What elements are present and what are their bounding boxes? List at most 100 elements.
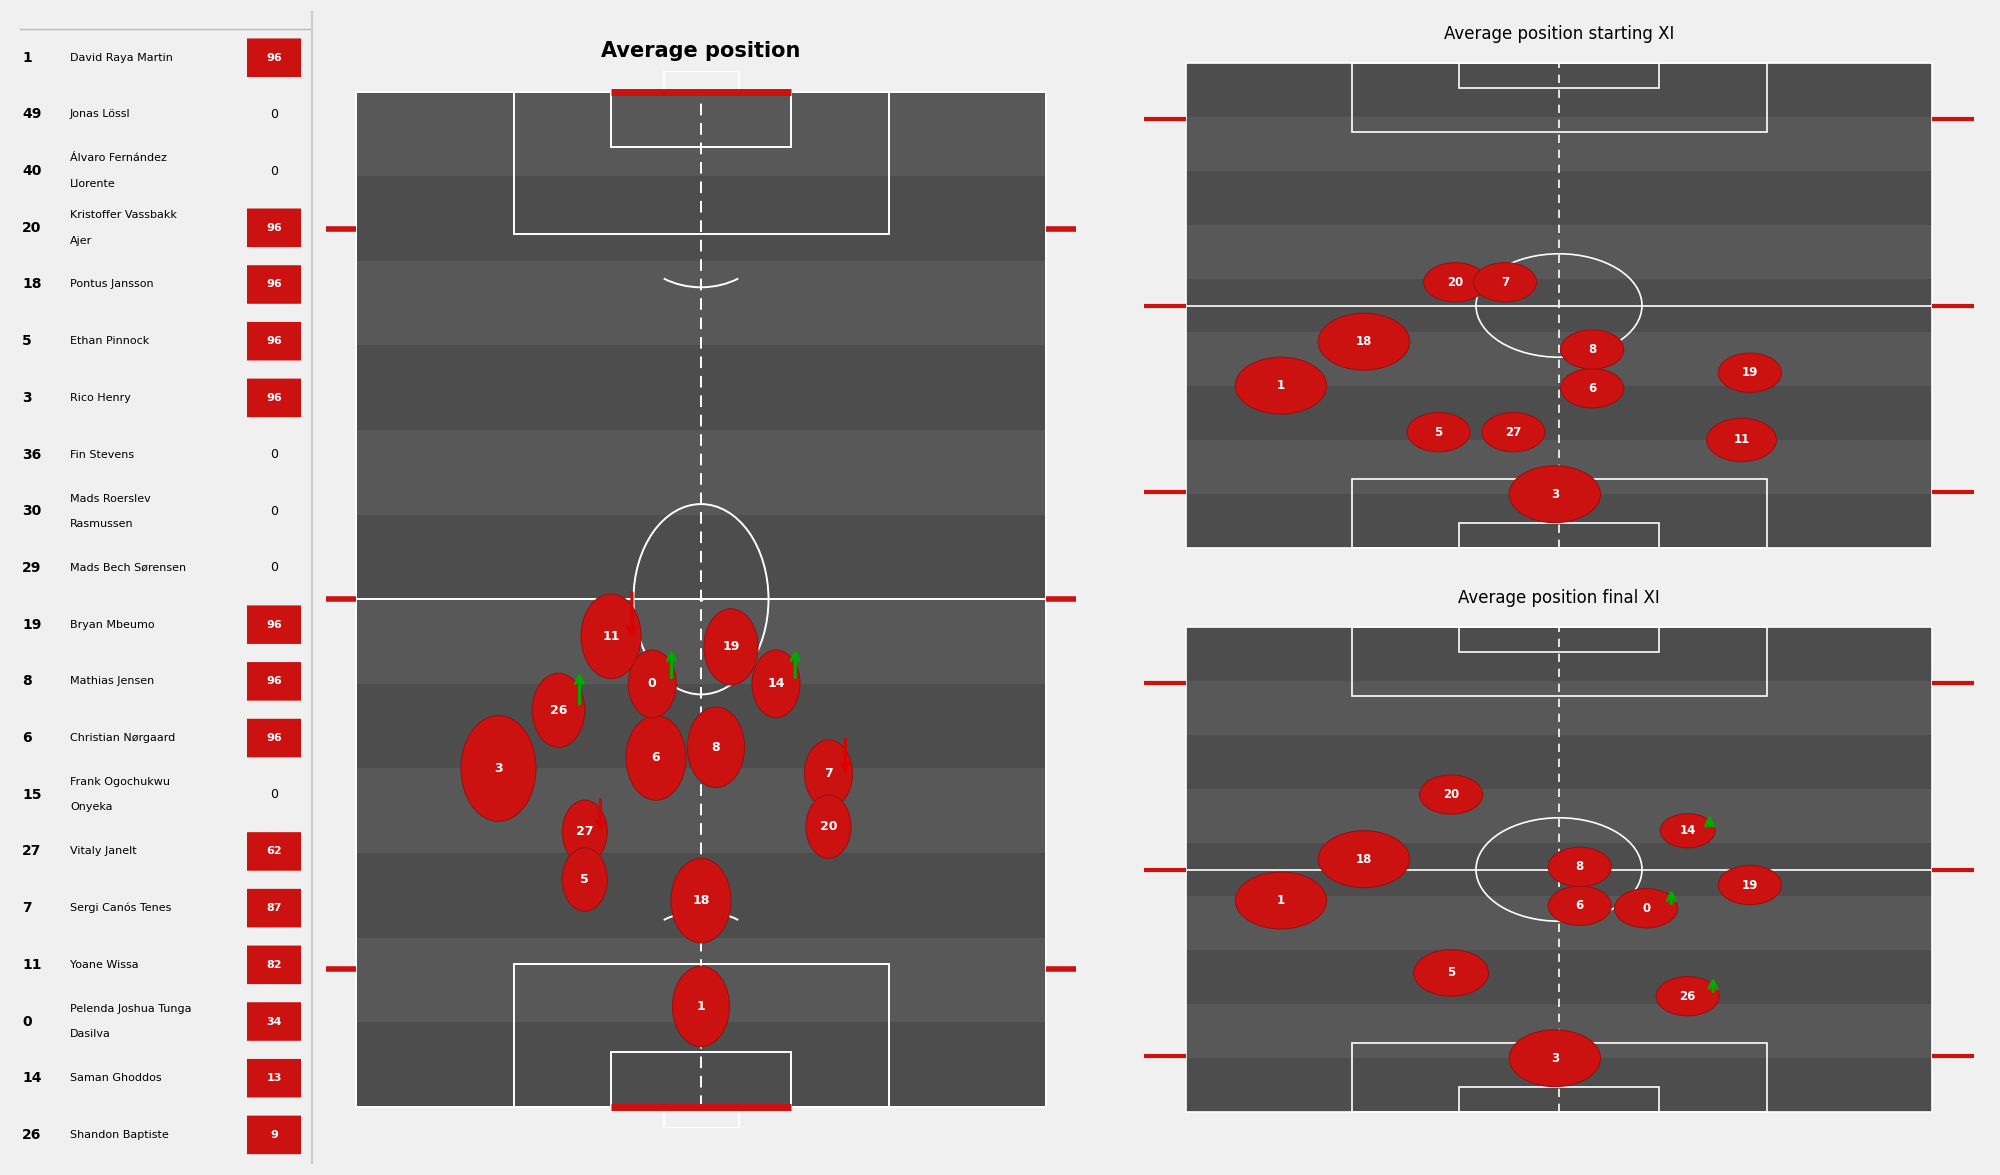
Bar xyxy=(514,92,888,235)
Bar xyxy=(1186,62,1932,549)
Text: 6: 6 xyxy=(1576,899,1584,912)
Text: 30: 30 xyxy=(22,504,42,518)
Circle shape xyxy=(580,595,640,679)
Text: Álvaro Fernández: Álvaro Fernández xyxy=(70,154,166,163)
Text: 1: 1 xyxy=(696,1000,706,1013)
Text: 87: 87 xyxy=(266,904,282,913)
Title: Average position: Average position xyxy=(602,41,800,61)
Bar xyxy=(1186,278,1932,333)
Bar xyxy=(356,430,1046,515)
Text: 5: 5 xyxy=(1434,425,1442,438)
Circle shape xyxy=(1510,1029,1600,1087)
Text: 8: 8 xyxy=(22,674,32,689)
Bar xyxy=(356,853,1046,938)
Text: 19: 19 xyxy=(1742,879,1758,892)
Bar xyxy=(1186,1005,1932,1059)
Text: 0: 0 xyxy=(22,1014,32,1028)
Bar xyxy=(1186,333,1932,387)
Text: Ethan Pinnock: Ethan Pinnock xyxy=(70,336,150,347)
Text: 36: 36 xyxy=(22,448,42,462)
Text: 0: 0 xyxy=(648,677,656,691)
FancyBboxPatch shape xyxy=(246,605,302,644)
Text: 7: 7 xyxy=(22,901,32,915)
Circle shape xyxy=(672,966,730,1047)
FancyBboxPatch shape xyxy=(246,719,302,758)
Text: Fin Stevens: Fin Stevens xyxy=(70,450,134,459)
Text: 0: 0 xyxy=(270,562,278,575)
Title: Average position final XI: Average position final XI xyxy=(1458,589,1660,606)
Circle shape xyxy=(704,609,758,685)
Bar xyxy=(1186,951,1932,1005)
Text: 15: 15 xyxy=(22,787,42,801)
Circle shape xyxy=(562,848,608,912)
Text: 27: 27 xyxy=(22,845,42,859)
Bar xyxy=(1460,1087,1658,1113)
FancyBboxPatch shape xyxy=(246,1002,302,1041)
Text: 14: 14 xyxy=(768,677,784,691)
Text: 27: 27 xyxy=(1506,425,1522,438)
FancyBboxPatch shape xyxy=(246,662,302,700)
Text: 5: 5 xyxy=(22,334,32,348)
Circle shape xyxy=(1548,847,1612,887)
Text: 96: 96 xyxy=(266,280,282,289)
Text: Mads Roerslev: Mads Roerslev xyxy=(70,494,150,504)
Bar xyxy=(1186,1059,1932,1113)
Text: 11: 11 xyxy=(22,958,42,972)
Text: 20: 20 xyxy=(1442,788,1460,801)
Text: Pelenda Joshua Tunga: Pelenda Joshua Tunga xyxy=(70,1003,192,1014)
Bar xyxy=(356,599,1046,684)
Text: 96: 96 xyxy=(266,223,282,233)
Text: 96: 96 xyxy=(266,677,282,686)
Bar xyxy=(612,92,792,147)
Text: Mathias Jensen: Mathias Jensen xyxy=(70,677,154,686)
Text: Rico Henry: Rico Henry xyxy=(70,392,130,403)
Bar xyxy=(1186,897,1932,951)
FancyBboxPatch shape xyxy=(246,1115,302,1154)
Circle shape xyxy=(1474,262,1536,302)
Circle shape xyxy=(672,858,732,942)
Text: Llorente: Llorente xyxy=(70,179,116,189)
Circle shape xyxy=(1482,412,1544,452)
Text: 5: 5 xyxy=(1446,966,1456,980)
Bar xyxy=(356,261,1046,345)
Text: David Raya Martin: David Raya Martin xyxy=(70,53,172,62)
Text: 3: 3 xyxy=(1550,1052,1558,1065)
Text: 27: 27 xyxy=(576,825,594,839)
Text: 8: 8 xyxy=(1588,343,1596,356)
Bar xyxy=(356,938,1046,1022)
Circle shape xyxy=(1560,369,1624,408)
Text: Rasmussen: Rasmussen xyxy=(70,519,134,529)
Circle shape xyxy=(1318,831,1410,887)
Text: Jonas Lössl: Jonas Lössl xyxy=(70,109,130,120)
Circle shape xyxy=(1236,872,1326,929)
Text: Mads Bech Sørensen: Mads Bech Sørensen xyxy=(70,563,186,573)
Bar xyxy=(1352,478,1766,549)
Text: 0: 0 xyxy=(270,448,278,461)
Text: Shandon Baptiste: Shandon Baptiste xyxy=(70,1130,168,1140)
Bar xyxy=(1186,788,1932,842)
Circle shape xyxy=(1408,412,1470,452)
Bar xyxy=(612,1052,792,1107)
Text: Bryan Mbeumo: Bryan Mbeumo xyxy=(70,619,154,630)
Text: 11: 11 xyxy=(602,630,620,643)
Circle shape xyxy=(1614,888,1678,928)
Text: 96: 96 xyxy=(266,336,282,347)
Bar xyxy=(1186,626,1932,1113)
Bar xyxy=(1352,62,1766,133)
Circle shape xyxy=(626,716,686,800)
FancyBboxPatch shape xyxy=(246,832,302,871)
Text: 7: 7 xyxy=(1500,276,1510,289)
Text: 96: 96 xyxy=(266,53,282,62)
Text: 34: 34 xyxy=(266,1016,282,1027)
Circle shape xyxy=(562,800,608,864)
Text: 11: 11 xyxy=(1734,434,1750,446)
Circle shape xyxy=(1706,418,1776,462)
Circle shape xyxy=(1548,886,1612,926)
Text: 19: 19 xyxy=(22,618,42,632)
Text: 1: 1 xyxy=(1276,380,1286,392)
Text: 19: 19 xyxy=(722,640,740,653)
Text: 26: 26 xyxy=(550,704,568,717)
FancyBboxPatch shape xyxy=(246,946,302,985)
Bar xyxy=(514,963,888,1107)
Circle shape xyxy=(1660,813,1716,848)
